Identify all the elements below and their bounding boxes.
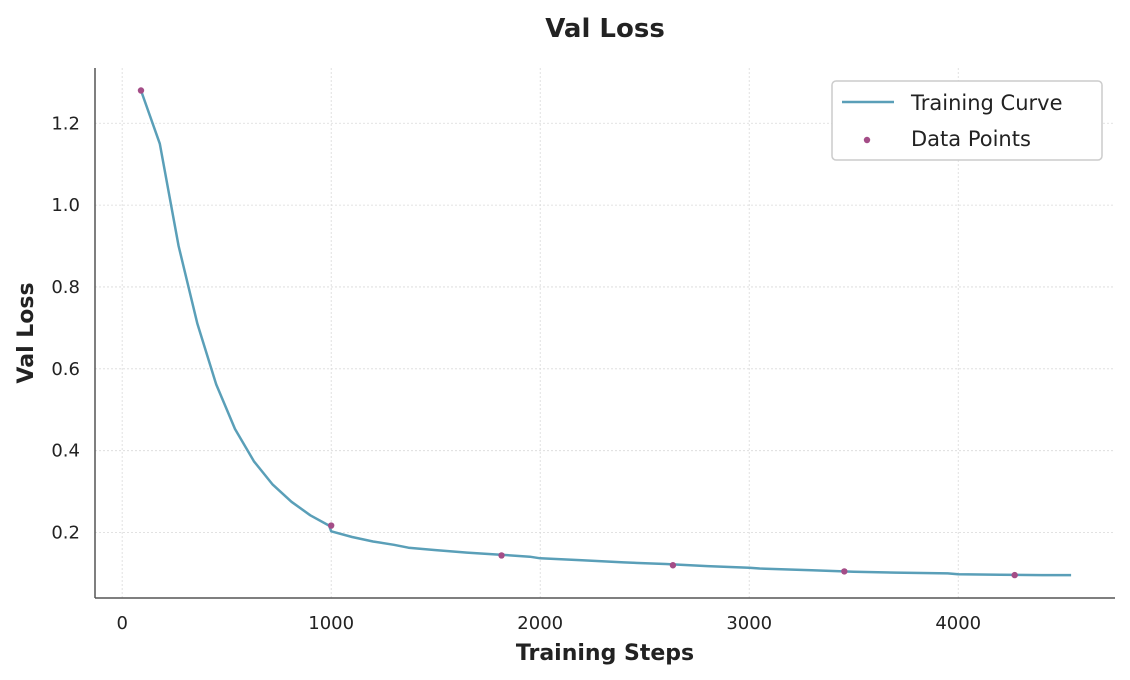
y-tick-label: 0.2	[51, 523, 80, 544]
y-ticks: 0.2 0.4 0.6 0.8 1.0 1.2	[51, 113, 80, 543]
x-tick-label: 2000	[517, 613, 563, 634]
x-axis-label: Training Steps	[516, 641, 694, 666]
legend-box	[831, 80, 1103, 161]
legend-point-swatch	[863, 136, 871, 144]
data-point	[1011, 571, 1018, 579]
legend-label-data-points: Data Points	[911, 127, 1031, 151]
data-point	[498, 552, 505, 559]
y-tick-label: 0.4	[51, 441, 80, 462]
chart-title: Val Loss	[545, 14, 665, 44]
y-axis-label: Val Loss	[14, 282, 39, 383]
axes	[94, 68, 1115, 599]
data-point	[841, 568, 848, 575]
data-point	[669, 562, 677, 569]
y-tick-label: 1.0	[51, 195, 80, 216]
data-point	[327, 522, 335, 529]
series	[137, 87, 1072, 579]
series-training-curve-line	[139, 90, 1072, 577]
grid	[95, 68, 1115, 598]
y-tick-label: 1.2	[51, 113, 80, 134]
x-ticks: 0 1000 2000 3000 4000	[116, 613, 981, 634]
data-point	[137, 87, 145, 94]
legend: Training Curve Data Points	[831, 80, 1103, 161]
x-tick-label: 0	[116, 613, 127, 634]
x-tick-label: 3000	[726, 613, 772, 634]
x-tick-label: 1000	[308, 613, 354, 634]
x-tick-label: 4000	[935, 613, 981, 634]
y-tick-label: 0.8	[51, 277, 80, 298]
y-tick-label: 0.6	[51, 359, 80, 380]
legend-label-training-curve: Training Curve	[910, 91, 1063, 115]
